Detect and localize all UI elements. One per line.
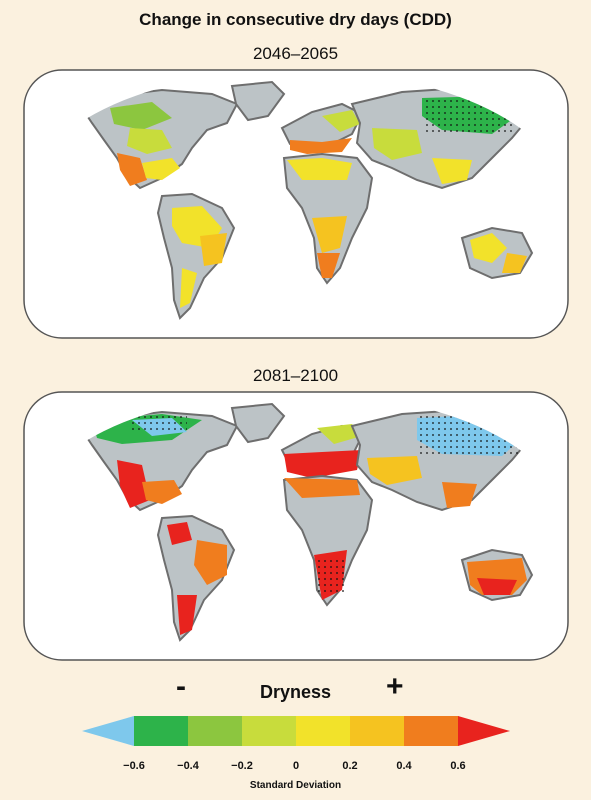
world-map-2081-2100 xyxy=(23,391,569,661)
period-label-2081-2100: 2081–2100 xyxy=(252,366,339,385)
colorbar-tick-label: 0.6 xyxy=(450,760,466,772)
colorbar-arrow-low xyxy=(82,716,134,746)
colorbar-segment-1 xyxy=(134,716,189,746)
figure-title: Change in consecutive dry days (CDD) xyxy=(139,10,452,29)
colorbar-segment-4 xyxy=(296,716,351,746)
colorbar-arrow-high xyxy=(458,716,510,746)
colorbar-segment-3 xyxy=(242,716,297,746)
colorbar-tick-label: 0.2 xyxy=(342,760,358,772)
colorbar xyxy=(82,716,510,746)
colorbar-tick-label: 0 xyxy=(292,760,300,772)
legend-unit: Standard Deviation xyxy=(249,780,342,791)
colorbar-segment-2 xyxy=(188,716,243,746)
land-greenland xyxy=(230,80,286,122)
colorbar-tick-label: 0.4 xyxy=(396,760,412,772)
colorbar-segment-5 xyxy=(350,716,405,746)
dryness-minus-sign: - xyxy=(176,670,186,703)
world-map-2046-2065 xyxy=(23,69,569,339)
legend-title: Dryness xyxy=(259,682,332,702)
colorbar-tick-label: −0.2 xyxy=(231,760,253,772)
colorbar-tick-label: −0.6 xyxy=(123,760,145,772)
colorbar-tick-label: −0.4 xyxy=(177,760,199,772)
dryness-plus-sign: + xyxy=(386,670,404,703)
colorbar-segment-6 xyxy=(404,716,459,746)
land-greenland xyxy=(230,402,286,444)
period-label-2046-2065: 2046–2065 xyxy=(252,44,339,63)
